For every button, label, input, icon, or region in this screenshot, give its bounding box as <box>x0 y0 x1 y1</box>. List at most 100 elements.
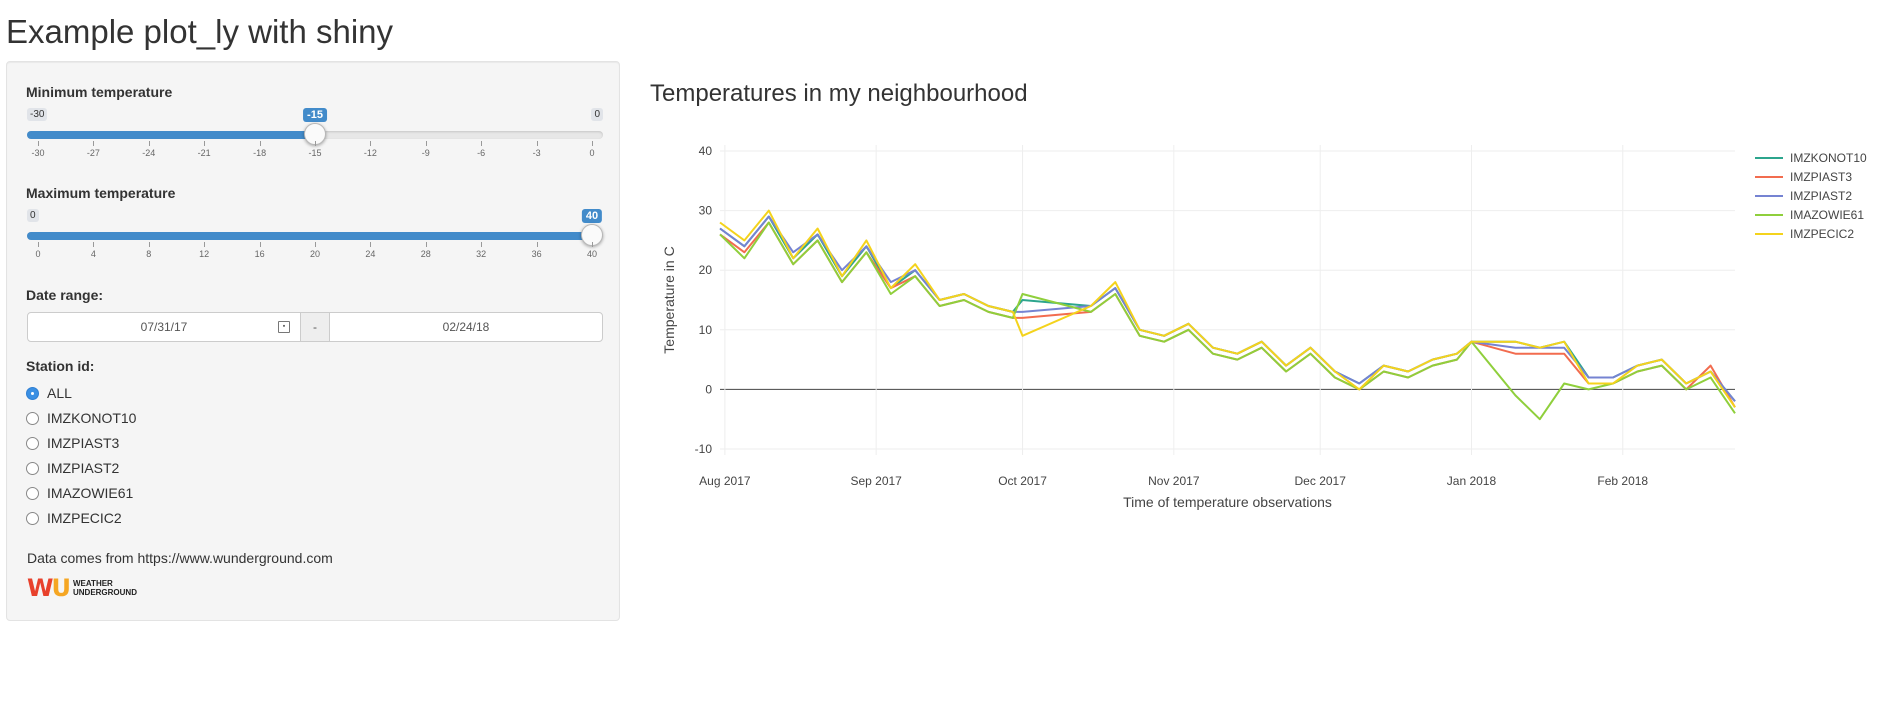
slider-tick-label: 8 <box>146 249 152 259</box>
y-tick-label: 30 <box>699 204 713 218</box>
temperature-chart[interactable]: -10 0 10 20 30 40 Aug 2017 Sep 2017 Oct 2017 Nov … <box>650 120 1900 540</box>
slider-tick <box>93 242 95 247</box>
x-tick-label: Feb 2018 <box>1597 474 1648 488</box>
end-date-value: 02/24/18 <box>442 320 490 334</box>
slider-tick <box>370 141 372 146</box>
slider-tick <box>259 141 261 146</box>
slider-tick <box>481 242 483 247</box>
slider-tick <box>38 242 39 247</box>
slider-tick-label: -3 <box>532 148 541 158</box>
y-tick-label: -10 <box>695 442 713 456</box>
station-option-label: ALL <box>47 385 72 401</box>
x-tick-label: Nov 2017 <box>1148 474 1200 488</box>
sidebar-panel: Minimum temperature -30 0 -15 -30 -27 -24-… <box>6 61 620 621</box>
station-option-imzpiast2[interactable]: IMZPIAST2 <box>26 458 119 478</box>
max-temp-label: Maximum temperature <box>26 185 176 201</box>
date-range-input: 07/31/17 ▪ - 02/24/18 <box>27 312 603 342</box>
x-tick-label: Jan 2018 <box>1447 474 1497 488</box>
slider-tick-label: 32 <box>476 249 487 259</box>
x-tick-label: Aug 2017 <box>699 474 751 488</box>
weather-underground-logo: WU WEATHER UNDERGROUND <box>27 574 137 602</box>
slider-tick <box>315 141 316 146</box>
slider-tick-label: 40 <box>586 249 598 259</box>
slider-tick-label: 16 <box>254 249 265 259</box>
slider-tick-label: 36 <box>531 249 542 259</box>
slider-max-label: 0 <box>591 108 603 121</box>
slider-tick-label: -21 <box>197 148 211 158</box>
wu-logo-text: WEATHER UNDERGROUND <box>72 579 137 597</box>
slider-fill <box>27 131 315 139</box>
slider-tick-label: 12 <box>199 249 210 259</box>
slider-tick <box>315 242 316 247</box>
slider-tick <box>592 242 593 247</box>
slider-tick <box>592 141 593 146</box>
station-option-imzpiast3[interactable]: IMZPIAST3 <box>26 433 119 453</box>
radio-button[interactable] <box>26 511 39 525</box>
start-date-input[interactable]: 07/31/17 ▪ <box>28 313 300 341</box>
slider-tick-label: -18 <box>253 148 267 158</box>
series-line-imazowie61 <box>719 221 1736 421</box>
slider-tick-label: -15 <box>308 148 322 158</box>
radio-button[interactable] <box>26 411 39 425</box>
slider-tick-label: 24 <box>365 249 376 259</box>
wu-logo-mark: WU <box>27 574 71 602</box>
x-tick-label: Dec 2017 <box>1295 474 1347 488</box>
end-date-input[interactable]: 02/24/18 <box>330 313 602 341</box>
slider-tick-label: -12 <box>363 148 377 158</box>
radio-button[interactable] <box>26 461 39 475</box>
date-range-label: Date range: <box>26 287 104 303</box>
y-tick-label: 20 <box>699 263 713 277</box>
station-option-label: IMZPECIC2 <box>47 510 122 526</box>
date-range-separator: - <box>300 313 330 341</box>
x-axis-title: Time of temperature observations <box>1123 494 1332 510</box>
slider-tick <box>38 141 39 146</box>
slider-tick-label: -24 <box>142 148 156 158</box>
y-tick-label: 10 <box>699 323 713 337</box>
legend-label: IMZPIAST3 <box>1790 170 1852 184</box>
legend-label: IMZPECIC2 <box>1790 227 1854 241</box>
slider-min-label: 0 <box>27 209 39 222</box>
start-date-value: 07/31/17 <box>140 320 188 334</box>
radio-button[interactable] <box>26 486 39 500</box>
x-tick-label: Sep 2017 <box>850 474 902 488</box>
min-temp-slider[interactable]: -30 0 -15 -30 -27 -24 -21 -18 -15 -12 -9 -6 -3 0 <box>27 108 603 158</box>
slider-tick-label: 0 <box>589 148 595 158</box>
slider-ticks: 0 4 8 12 16 20 24 28 32 36 40 <box>27 242 603 260</box>
station-option-imazowie61[interactable]: IMAZOWIE61 <box>26 483 133 503</box>
slider-tick <box>204 141 206 146</box>
slider-tick <box>148 242 150 247</box>
slider-fill <box>27 232 592 240</box>
slider-tick-label: 0 <box>35 249 41 259</box>
data-source-text: Data comes from https://www.wunderground… <box>27 550 333 566</box>
slider-value-label: 40 <box>581 209 603 223</box>
station-option-imzkonot10[interactable]: IMZKONOT10 <box>26 408 136 428</box>
slider-tick <box>536 242 538 247</box>
slider-tick <box>204 242 206 247</box>
slider-tick <box>259 242 261 247</box>
calendar-icon[interactable]: ▪ <box>278 321 290 333</box>
legend-label: IMZPIAST2 <box>1790 189 1852 203</box>
min-temp-label: Minimum temperature <box>26 84 173 100</box>
slider-tick-label: -30 <box>31 148 45 158</box>
station-option-label: IMZKONOT10 <box>47 410 137 426</box>
legend-label: IMZKONOT10 <box>1790 151 1867 165</box>
slider-tick <box>481 141 483 146</box>
slider-tick-label: -6 <box>477 148 486 158</box>
slider-tick-label: 20 <box>309 249 321 259</box>
main-title: Temperatures in my neighbourhood <box>650 80 1028 107</box>
radio-button[interactable] <box>26 436 39 450</box>
station-option-label: IMAZOWIE61 <box>47 485 134 501</box>
y-axis-title: Temperature in C <box>661 246 677 353</box>
slider-tick-label: -9 <box>421 148 430 158</box>
slider-ticks: -30 -27 -24 -21 -18 -15 -12 -9 -6 -3 0 <box>27 141 603 159</box>
slider-min-label: -30 <box>27 108 48 121</box>
slider-tick <box>536 141 538 146</box>
app-title: Example plot_ly with shiny <box>6 13 394 50</box>
y-tick-label: 0 <box>705 382 712 396</box>
station-option-all[interactable]: ALL <box>26 383 72 403</box>
station-option-imzpecic2[interactable]: IMZPECIC2 <box>26 508 122 528</box>
slider-tick-label: -27 <box>86 148 100 158</box>
slider-value-label: -15 <box>303 108 327 122</box>
radio-button[interactable] <box>26 386 39 400</box>
